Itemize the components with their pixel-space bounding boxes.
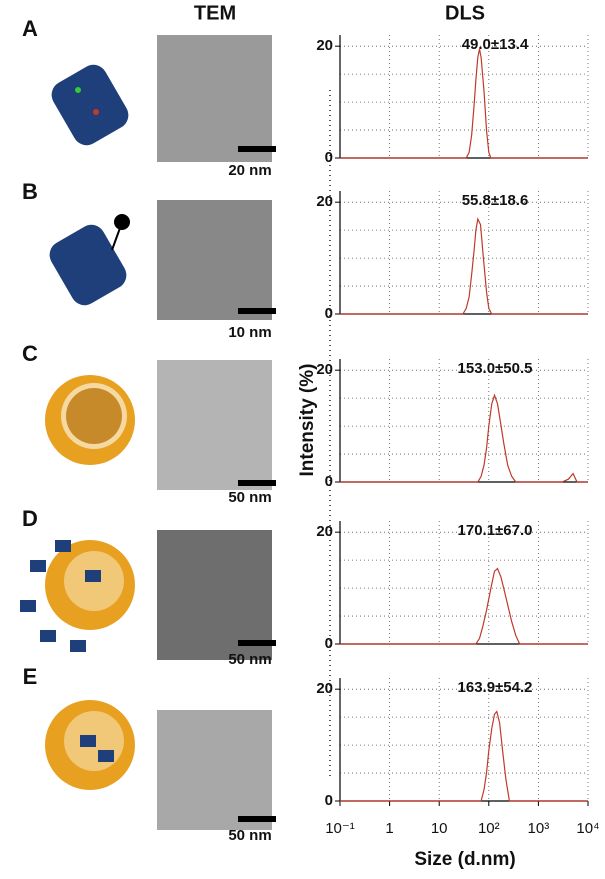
y-tick-label: 0 [325, 635, 333, 652]
y-tick-label: 0 [325, 305, 333, 322]
tem-images [157, 35, 272, 830]
y-tick-label: 20 [316, 361, 333, 378]
x-tick-label: 10³ [528, 820, 550, 837]
liposome-c [45, 375, 135, 465]
scale-label: 20 nm [228, 162, 271, 179]
size-annotation: 55.8±18.6 [462, 192, 529, 209]
size-annotation: 170.1±67.0 [458, 522, 533, 539]
x-tick-label: 10⁻¹ [325, 820, 355, 837]
size-distribution [340, 710, 588, 802]
scale-bars [238, 146, 276, 822]
y-axis-label: Intensity (%) [297, 364, 318, 477]
nanostructure-b [49, 214, 130, 306]
size-annotation: 153.0±50.5 [458, 360, 533, 377]
x-axis-label: Size (d.nm) [414, 849, 515, 870]
liposome-e [45, 700, 135, 790]
scale-label: 10 nm [228, 324, 271, 341]
x-tick-label: 10 [431, 820, 448, 837]
scale-label: 50 nm [228, 489, 271, 506]
y-tick-label: 20 [316, 193, 333, 210]
size-distribution [340, 217, 588, 315]
x-tick-label: 10⁴ [576, 820, 599, 837]
size-annotation: 49.0±13.4 [462, 36, 529, 53]
panel-letter: E [23, 664, 38, 689]
panel-letter: B [22, 179, 38, 204]
panel-letter: D [22, 506, 38, 531]
x-tick-label: 1 [385, 820, 393, 837]
panel-letter: C [22, 341, 38, 366]
y-tick-label: 0 [325, 473, 333, 490]
y-tick-label: 0 [325, 792, 333, 809]
liposome-d [20, 540, 135, 652]
panel-letter: A [22, 16, 38, 41]
dls-header: DLS [445, 2, 485, 24]
y-tick-label: 20 [316, 680, 333, 697]
size-annotation: 163.9±54.2 [458, 679, 533, 696]
x-tick-label: 10² [478, 820, 500, 837]
size-distribution [340, 393, 588, 483]
y-tick-label: 20 [316, 37, 333, 54]
scale-label: 50 nm [228, 651, 271, 668]
scale-label: 50 nm [228, 827, 271, 844]
tem-header: TEM [194, 2, 236, 24]
y-tick-label: 20 [316, 523, 333, 540]
size-distribution [340, 567, 588, 645]
nanostructure-a [51, 64, 129, 146]
y-tick-label: 0 [325, 149, 333, 166]
size-distribution [340, 48, 588, 159]
